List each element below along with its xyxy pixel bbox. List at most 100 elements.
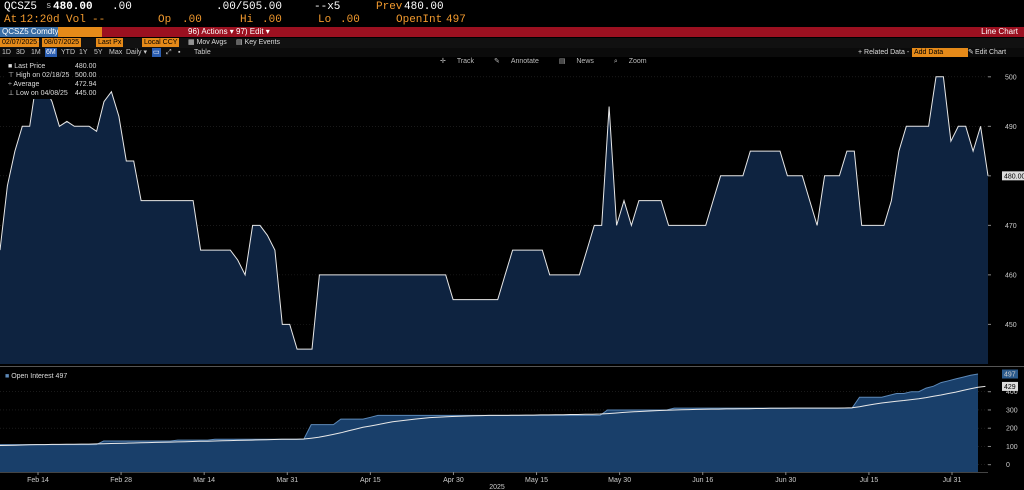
period-ytd[interactable]: YTD	[61, 49, 75, 56]
legend-average: ÷ Average 472.94	[8, 81, 97, 88]
related-data-menu[interactable]: + Related Data -	[858, 49, 910, 56]
time: 12:20d	[20, 14, 60, 26]
x-year-label: 2025	[489, 484, 505, 490]
end-date-field[interactable]: 08/07/2025	[42, 38, 82, 47]
low-marker-icon: ⊥	[8, 90, 17, 97]
function-bar: QCSZ5 Comdty 96) Actions ▾ 97) Edit ▾ Li…	[0, 27, 1024, 37]
settings-icon[interactable]: ▪	[178, 49, 181, 56]
ticker: QCSZ5	[4, 1, 38, 13]
chart-controls: 02/07/2025 - 08/07/2025 Last Px Local CC…	[0, 38, 1024, 48]
oi-ma-marker	[1002, 381, 1018, 391]
hi-value: .00	[262, 14, 282, 26]
prev-value: 480.00	[404, 1, 444, 13]
vol-value: --	[92, 14, 106, 26]
news-tool[interactable]: ▤ News	[558, 58, 594, 65]
legend-low: ⊥ Low on 04/08/25 445.00	[8, 90, 97, 97]
price-tick-label: 500	[1005, 74, 1017, 81]
x-tick-label: Jun 30	[775, 477, 796, 484]
period-1d[interactable]: 1D	[2, 49, 11, 56]
chart-tools: ✛ Track ✎ Annotate ▤ News ⌕ Zoom	[440, 57, 665, 66]
date-separator: -	[37, 39, 40, 46]
oi-tick-label: 300	[1006, 407, 1018, 414]
lo-value: .00	[340, 14, 360, 26]
magnifier-icon: ⌕	[613, 58, 620, 65]
openint-label: OpenInt	[396, 14, 443, 26]
period-1m[interactable]: 1M	[31, 49, 41, 56]
expand-icon[interactable]: ⤢	[166, 49, 172, 56]
legend-high: ⊤ High on 02/18/25 500.00	[8, 72, 97, 79]
x-tick-label: May 15	[525, 477, 548, 484]
price-line	[0, 75, 989, 350]
annotate-tool[interactable]: ✎ Annotate	[494, 58, 539, 65]
high-marker-icon: ⊤	[8, 72, 17, 79]
op-value: .00	[182, 14, 202, 26]
change: .00	[112, 1, 132, 13]
frequency-selector[interactable]: Daily ▾	[126, 49, 148, 56]
x-tick-label: Apr 30	[443, 477, 464, 484]
oi-last-marker-label: 497	[1004, 372, 1016, 379]
period-6m[interactable]: 6M	[45, 48, 57, 57]
quote-header: QCSZ5 s 480.00 .00 .00/505.00 --x5 Prev …	[0, 0, 1024, 27]
news-icon: ▤	[558, 58, 568, 65]
last-price: 480.00	[53, 1, 93, 13]
period-1y[interactable]: 1Y	[79, 49, 88, 56]
add-data-field[interactable]: Add Data	[912, 48, 968, 57]
x-tick-label: Feb 14	[27, 477, 49, 484]
last-price-marker	[1002, 171, 1024, 181]
security-field[interactable]: QCSZ5 Comdty	[0, 27, 61, 37]
currency-selector[interactable]: Local CCY	[142, 38, 180, 47]
key-events-toggle[interactable]: ▤ Key Events	[236, 39, 280, 46]
op-label: Op	[158, 14, 172, 26]
period-controls: 1D 3D 1M 6M YTD 1Y 5Y Max Daily ▾ ▭ ⤢ ▪ …	[0, 48, 1024, 57]
security-amend-field[interactable]	[58, 27, 102, 37]
lo-label: Lo	[318, 14, 332, 26]
open-interest-legend: ■ Open Interest 497	[5, 373, 68, 380]
chart-type-icon[interactable]: ▭	[152, 48, 161, 57]
oi-tick-label: 100	[1006, 444, 1018, 451]
table-button[interactable]: Table	[194, 49, 211, 56]
field-selector[interactable]: Last Px	[96, 38, 124, 47]
oi-tick-label: 200	[1006, 426, 1018, 433]
x-tick-label: Mar 14	[193, 477, 215, 484]
x-tick-label: Feb 28	[110, 477, 132, 484]
hi-label: Hi	[240, 14, 254, 26]
mov-avg-toggle[interactable]: ▦ Mov Avgs	[188, 39, 227, 46]
x-tick-label: Mar 31	[276, 477, 298, 484]
blue-square-icon: ■	[5, 373, 12, 380]
last-prefix: s	[46, 1, 52, 11]
period-3d[interactable]: 3D	[16, 49, 25, 56]
price-tick-label: 460	[1005, 272, 1017, 279]
price-area	[0, 76, 988, 365]
bid-ask: .00/505.00	[216, 1, 283, 13]
x-tick-label: Apr 15	[360, 477, 381, 484]
zoom-tool[interactable]: ⌕ Zoom	[613, 58, 647, 65]
period-max[interactable]: Max	[109, 49, 123, 56]
price-legend: ■ Last Price 480.00 ⊤ High on 02/18/25 500…	[5, 61, 97, 99]
edit-chart-icon[interactable]: ✎	[968, 49, 974, 56]
open-interest-area	[0, 374, 978, 472]
x-tick-label: Jul 15	[860, 477, 879, 484]
oi-tick-label: 400	[1006, 389, 1018, 396]
prev-label: Prev	[376, 1, 403, 13]
oi-last-marker	[1002, 369, 1018, 379]
vol-label: Vol	[66, 14, 86, 26]
oi-ma-marker-label: 429	[1004, 384, 1016, 391]
x-tick-label: Jul 31	[943, 477, 962, 484]
x-tick-label: May 30	[608, 477, 631, 484]
events-icon: ▤	[236, 39, 245, 46]
edit-menu[interactable]: 97) Edit ▾	[236, 27, 270, 36]
start-date-field[interactable]: 02/07/2025	[0, 38, 40, 47]
edit-chart-button[interactable]: Edit Chart	[975, 49, 1007, 56]
view-title: Line Chart	[981, 27, 1018, 36]
last-price-marker-label: 480.00	[1004, 173, 1024, 180]
openint-value: 497	[446, 14, 466, 26]
x-tick-label: Jun 16	[692, 477, 713, 484]
size: --x5	[314, 1, 341, 13]
price-tick-label: 490	[1005, 124, 1017, 131]
actions-menu[interactable]: 96) Actions ▾	[188, 27, 234, 36]
period-5y[interactable]: 5Y	[94, 49, 103, 56]
track-tool[interactable]: ✛ Track	[440, 58, 475, 65]
legend-last-price: ■ Last Price 480.00	[8, 63, 97, 70]
white-square-icon: ■	[8, 63, 15, 70]
